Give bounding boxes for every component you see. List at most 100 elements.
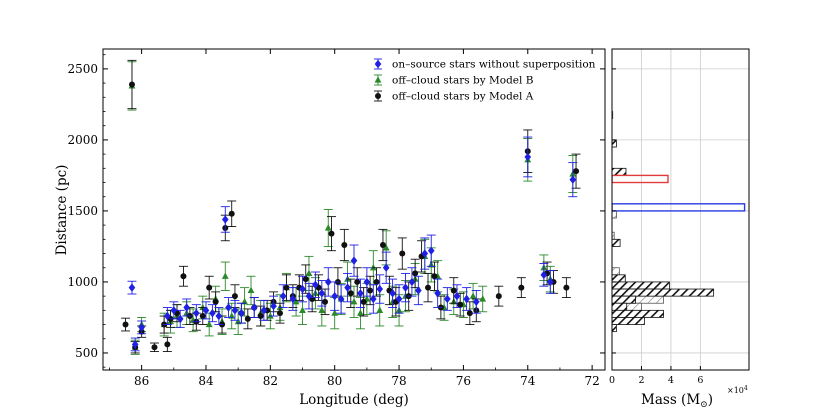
black-hatched-bar xyxy=(612,309,664,318)
mass-axis-label-text: Mass (M xyxy=(641,392,700,408)
outline-bar xyxy=(612,174,669,184)
black-hatched-bar xyxy=(612,281,670,290)
mass-tick-label: 4 xyxy=(668,375,674,386)
data-point xyxy=(350,298,358,305)
data-point xyxy=(299,284,306,294)
legend-label: off–cloud stars by Model A xyxy=(392,91,534,103)
data-point xyxy=(427,246,435,255)
data-point xyxy=(469,292,477,299)
data-point xyxy=(183,303,190,312)
black-hatched-bar xyxy=(612,302,628,311)
y-tick-label: 1500 xyxy=(67,204,98,218)
data-point xyxy=(164,341,171,348)
y-tick-label: 1000 xyxy=(67,275,98,289)
mass-tick-label: 0 xyxy=(609,375,615,386)
data-point xyxy=(205,320,213,328)
data-point xyxy=(569,175,577,184)
data-point xyxy=(382,263,390,272)
data-point xyxy=(228,210,235,217)
data-point xyxy=(151,344,158,351)
black-hatched-bar xyxy=(612,317,645,325)
data-point xyxy=(221,272,229,279)
data-point xyxy=(276,310,283,317)
data-point xyxy=(357,289,364,298)
y-tick-label: 2500 xyxy=(67,62,98,76)
data-point xyxy=(289,294,297,304)
data-point xyxy=(122,321,129,328)
legend-marker xyxy=(375,93,381,99)
data-point xyxy=(180,273,187,280)
data-point xyxy=(463,294,470,304)
data-point xyxy=(450,287,457,294)
data-point xyxy=(341,242,348,249)
data-point xyxy=(421,249,429,258)
data-point xyxy=(176,314,184,324)
scatter-ticks: 86 84 82 80 78 76 74 72 500 1000 1500 2000 2500 xyxy=(67,49,605,388)
data-point xyxy=(431,273,438,280)
data-point xyxy=(279,291,287,301)
data-point xyxy=(202,306,210,315)
data-point xyxy=(170,306,178,315)
x-tick-label: 72 xyxy=(584,374,599,388)
data-point xyxy=(260,306,268,315)
mass-axis-label: Mass (M⊙) xyxy=(641,392,713,410)
solar-mass-symbol: ⊙ xyxy=(700,400,708,410)
legend: on–source stars without superposition off… xyxy=(374,59,596,103)
outline-bar xyxy=(612,203,746,212)
data-point xyxy=(479,295,487,302)
data-point xyxy=(231,306,239,315)
data-point xyxy=(324,224,332,231)
data-point xyxy=(357,309,364,316)
data-point xyxy=(128,283,136,292)
data-point xyxy=(244,315,251,322)
data-point xyxy=(250,303,258,312)
data-point xyxy=(350,256,358,265)
x-tick-label: 84 xyxy=(198,374,214,388)
data-point xyxy=(466,310,473,317)
data-point xyxy=(453,291,461,301)
data-point xyxy=(412,270,419,277)
data-point xyxy=(379,242,386,249)
y-tick-label: 500 xyxy=(75,346,98,360)
black-hatched-bar xyxy=(612,238,621,247)
data-point xyxy=(238,308,245,318)
gray-hatched-bar xyxy=(612,210,617,219)
data-point xyxy=(495,293,502,300)
data-point xyxy=(347,290,354,297)
data-point xyxy=(389,289,396,298)
data-point xyxy=(302,276,309,283)
legend-entry: on–source stars without superposition xyxy=(374,59,596,71)
data-point xyxy=(299,306,306,313)
legend-entry: off–cloud stars by Model B xyxy=(374,75,534,87)
data-point xyxy=(369,263,377,271)
data-point xyxy=(524,152,532,162)
mass-multiplier-base: ×10 xyxy=(727,386,744,395)
data-point xyxy=(360,298,367,305)
data-point xyxy=(363,277,371,287)
data-point xyxy=(193,308,200,318)
data-point xyxy=(354,278,361,285)
black-hatched-bar xyxy=(612,274,626,283)
black-hatched-bar xyxy=(612,295,636,304)
data-point xyxy=(318,306,326,313)
data-point xyxy=(199,313,206,320)
x-tick-label: 80 xyxy=(327,374,342,388)
mass-multiplier: ×104 xyxy=(727,385,748,395)
series-circle xyxy=(121,59,581,354)
data-point xyxy=(370,294,377,304)
data-point xyxy=(331,291,338,301)
data-point xyxy=(283,284,290,291)
x-tick-label: 86 xyxy=(134,374,149,388)
data-point xyxy=(324,277,332,287)
mass-multiplier-exponent: 4 xyxy=(744,385,748,392)
data-point xyxy=(425,284,432,291)
scatter-frame xyxy=(102,48,606,371)
data-point xyxy=(376,284,384,294)
y-axis-label: Distance (pc) xyxy=(54,165,70,256)
data-point xyxy=(444,294,451,304)
data-point xyxy=(231,293,238,300)
data-point xyxy=(292,298,300,305)
data-point xyxy=(395,294,403,304)
black-hatched-bar xyxy=(612,167,627,176)
